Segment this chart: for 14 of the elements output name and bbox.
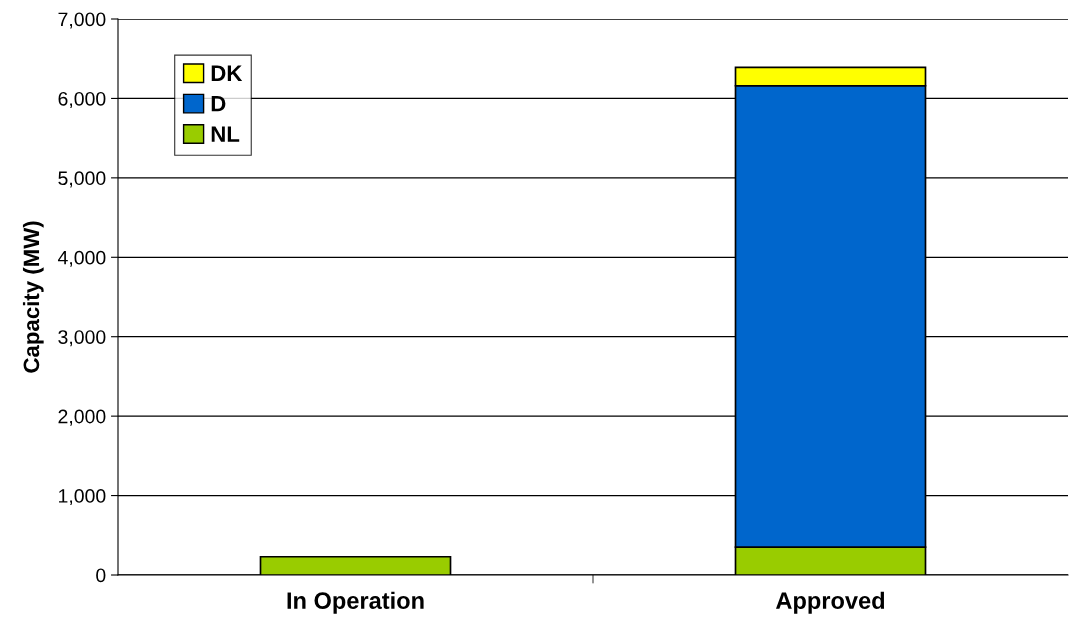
legend-label: DK <box>211 65 243 81</box>
y-tick-label: 1,000 <box>59 489 106 506</box>
y-tick-label: 2,000 <box>58 409 106 426</box>
y-tick-label: 5,000 <box>58 171 106 188</box>
x-tick-label: In Operation <box>287 591 424 614</box>
legend-label: NL <box>211 126 240 142</box>
y-tick-label: 7,000 <box>58 12 106 29</box>
y-tick-label: 6,000 <box>58 91 106 108</box>
y-tick-label: 0 <box>96 568 106 583</box>
y-axis-title: Capacity (MW) <box>22 221 44 373</box>
y-tick-label: 4,000 <box>57 250 106 267</box>
x-tick-label: Approved <box>775 591 885 614</box>
legend-label: D <box>211 96 226 112</box>
y-tick-label: 3,000 <box>58 330 106 347</box>
